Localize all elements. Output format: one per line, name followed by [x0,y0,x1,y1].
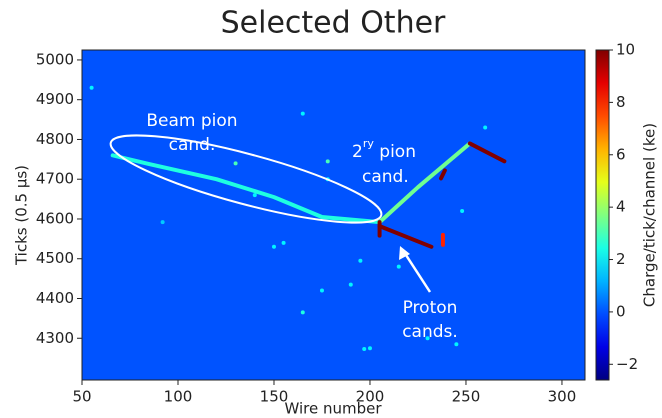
colorbar-tick-label: 10 [616,41,635,59]
x-tick-label: 150 [260,388,289,406]
charge-spot [272,245,276,249]
charge-spot [368,346,372,350]
annotation: cand. [362,167,409,187]
annotation: pion [374,142,416,162]
annotation: cands. [402,322,458,342]
charge-spot [483,126,487,130]
annotation: cand. [169,135,216,155]
colorbar-tick-label: 6 [616,145,626,163]
y-tick-label: 4800 [36,130,74,148]
y-axis-label: Ticks (0.5 μs) [13,165,31,266]
colorbar-tick-label: 0 [616,302,626,320]
charge-spot [397,265,401,269]
charge-spot [253,193,257,197]
charge-spot [326,159,330,163]
y-tick-label: 4400 [36,289,74,307]
chart: Selected Other Wire number Ticks (0.5 μs… [0,0,662,418]
x-tick-label: 200 [356,388,385,406]
chart-title: Selected Other [221,6,446,41]
heatmap-background [82,50,585,380]
colorbar-tick-label: 4 [616,198,626,216]
charge-spot [90,86,94,90]
colorbar-label: Charge/tick/channel (ke) [641,123,659,307]
x-tick-label: 50 [72,388,91,406]
charge-spot [358,259,362,263]
colorbar-tick-label: −2 [616,355,638,373]
y-tick-label: 4600 [36,209,74,227]
charge-spot [320,289,324,293]
annotation: Proton [403,298,458,318]
annotation: 2 [352,142,363,162]
charge-spot [349,283,353,287]
charge-spot [161,220,165,224]
annotation: ry [363,137,375,150]
y-tick-label: 4300 [36,329,74,347]
y-tick-label: 4500 [36,249,74,267]
charge-spot [362,347,366,351]
charge-spot [301,310,305,314]
colorbar-tick-label: 2 [616,250,626,268]
x-tick-label: 300 [548,388,577,406]
plot-area [82,50,585,380]
annotation: Beam pion [146,111,237,131]
y-tick-label: 4900 [36,90,74,108]
y-tick-label: 5000 [36,50,74,68]
x-tick-label: 250 [452,388,481,406]
colorbar [596,50,609,380]
x-tick-label: 100 [164,388,193,406]
y-tick-label: 4700 [36,170,74,188]
charge-spot [460,209,464,213]
colorbar-tick-label: 8 [616,93,626,111]
charge-spot [301,112,305,116]
charge-spot [454,342,458,346]
charge-spot [282,241,286,245]
charge-spot [234,161,238,165]
